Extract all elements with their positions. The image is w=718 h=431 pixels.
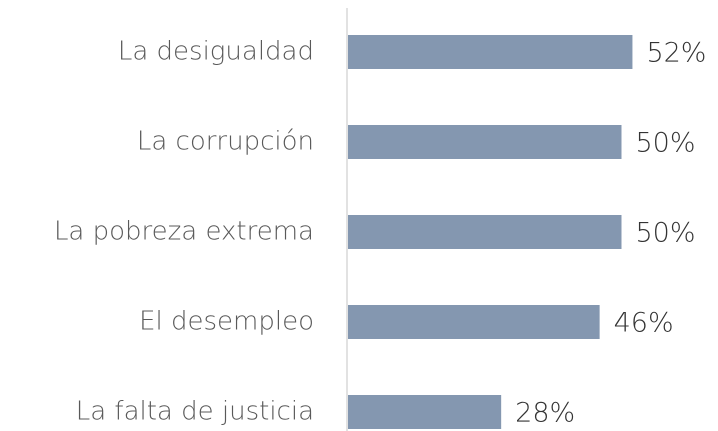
value-label: 50% [636,218,696,249]
category-label: La corrupción [137,127,314,157]
value-label: 50% [636,128,696,159]
bar [348,395,502,429]
value-label: 46% [614,308,674,339]
category-label: La pobreza extrema [54,217,314,247]
category-label: La falta de justicia [76,397,314,427]
category-label: El desempleo [139,307,314,337]
bar [348,305,600,339]
bar [348,35,633,69]
bar [348,215,622,249]
value-label: 52% [646,38,706,69]
category-label: La desigualdad [118,37,314,67]
bar [348,125,622,159]
value-label: 28% [515,398,575,429]
